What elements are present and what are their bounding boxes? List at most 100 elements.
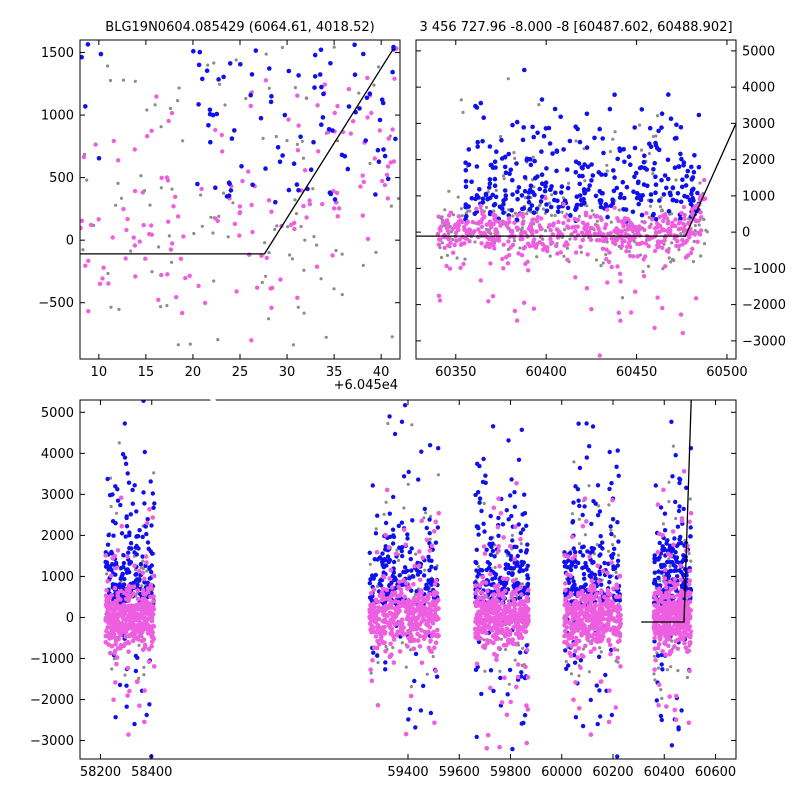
pink-point [142,719,147,725]
pink-point [388,631,394,636]
blue-point [147,702,152,707]
pink-point [475,220,480,226]
pink-point [119,523,124,529]
blue-point [367,581,372,586]
blue-point [593,501,598,506]
gray-point [493,565,497,569]
blue-point [547,141,553,146]
gray-point [520,226,524,230]
gray-point [231,201,235,205]
gray-point [438,246,442,250]
blue-point [140,534,145,540]
pink-point [649,217,655,222]
pink-point [401,527,407,533]
pink-point [373,634,379,639]
blue-point [238,62,243,67]
blue-point [682,193,687,199]
pink-point [524,740,529,746]
pink-point [395,609,401,615]
pink-point [440,220,446,225]
pink-point [431,590,437,596]
pink-point [600,246,606,251]
blue-point [519,721,524,726]
pink-point [539,226,544,232]
pink-point [682,240,688,245]
pink-point [504,712,510,718]
pink-point [604,247,609,252]
blue-point [609,555,615,560]
gray-point [531,155,535,159]
x-tick-label: 40 [373,365,390,380]
pink-point [596,631,601,636]
gray-point [443,208,447,212]
pink-point [382,182,388,188]
pink-point [367,607,373,612]
pink-point [565,257,570,262]
pink-point [371,601,376,607]
pink-point [126,598,131,604]
blue-point [614,185,620,191]
blue-point [132,721,137,727]
pink-point [132,617,137,623]
blue-point [499,137,504,143]
blue-point [132,483,137,488]
pink-point [384,487,390,493]
pink-point [680,330,685,336]
pink-point [592,608,597,613]
blue-point [429,564,434,569]
blue-point [554,148,560,153]
blue-point [407,706,412,712]
pink-point [398,628,404,634]
blue-point [539,149,544,154]
pink-point [682,640,687,646]
gray-point [688,497,692,501]
blue-point [531,134,536,140]
pink-point [609,599,615,604]
blue-point [249,72,255,77]
gray-point [374,527,378,531]
pink-point [142,576,147,582]
pink-point [518,584,523,590]
pink-point [384,587,390,593]
gray-point [261,136,265,140]
blue-point [147,566,152,571]
pink-point [571,613,577,618]
pink-point [592,613,598,619]
blue-point [607,486,612,492]
gray-point [274,134,278,139]
gray-point [200,224,204,228]
pink-point [141,223,146,228]
blue-point [480,479,486,485]
blue-point [634,195,640,201]
blue-point [142,449,147,455]
blue-point [679,708,684,713]
pink-point [165,272,170,277]
pink-point [315,103,320,108]
pink-point [135,679,140,684]
pink-point [670,220,675,225]
pink-point [450,226,455,232]
gray-point [548,201,552,205]
pink-point [367,621,373,626]
pink-point [491,640,496,646]
pink-point [555,251,560,256]
pink-point [548,228,553,233]
blue-point [361,51,366,57]
pink-point [331,206,337,211]
pink-point [487,244,492,250]
blue-point [554,168,559,174]
pink-point [114,655,120,660]
blue-point [647,141,652,147]
pink-point [500,630,505,636]
gray-point [537,103,541,107]
gray-point [661,522,666,526]
gray-point [451,238,455,242]
pink-point [149,223,154,228]
blue-point [135,655,140,660]
blue-point [657,198,662,203]
x-tick-label: 15 [138,365,155,380]
pink-point [80,218,85,223]
pink-point [579,588,585,594]
model-line [416,123,736,237]
pink-point [609,264,614,270]
